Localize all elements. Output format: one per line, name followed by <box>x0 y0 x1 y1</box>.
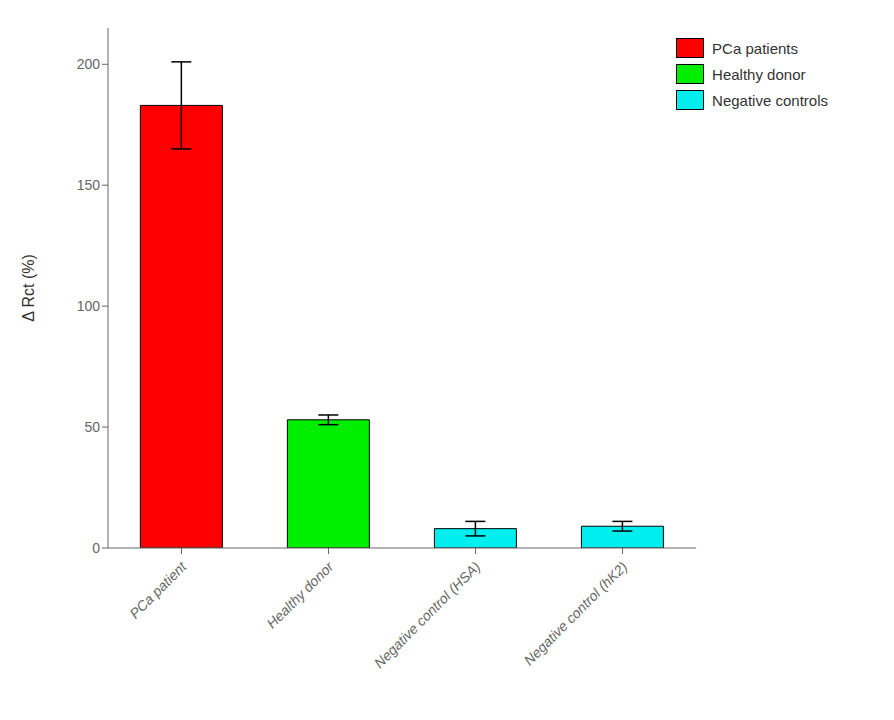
html-text:PCa patients: PCa patients <box>712 39 798 57</box>
svg-text:Δ Rct (%): Δ Rct (%) <box>20 254 37 322</box>
svg-text:100: 100 <box>77 298 101 314</box>
svg-text:150: 150 <box>77 177 101 193</box>
svg-text:PCa patient: PCa patient <box>126 558 190 622</box>
svg-text:0: 0 <box>92 540 100 556</box>
svg-text:Healthy donor: Healthy donor <box>263 558 337 632</box>
html-text:Negative controls: Negative controls <box>712 91 828 109</box>
svg-text:Negative control (HSA): Negative control (HSA) <box>371 558 484 671</box>
html-text:Healthy donor: Healthy donor <box>712 65 806 83</box>
svg-text:Negative control (hK2): Negative control (hK2) <box>521 558 631 668</box>
svg-text:200: 200 <box>77 56 101 72</box>
svg-text:50: 50 <box>84 419 100 435</box>
